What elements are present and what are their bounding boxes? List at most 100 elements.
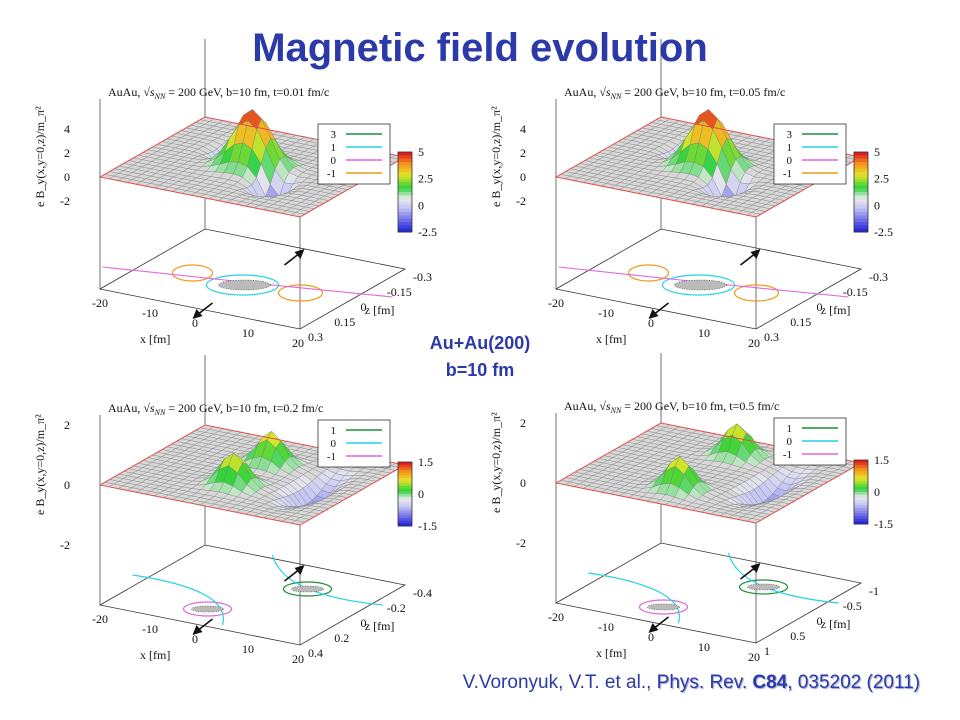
legend-label: 1 [787,142,793,154]
x-tick-label: 20 [748,336,760,350]
colorbar-cell [854,208,868,213]
colorbar-tick-label: 5 [418,145,424,159]
colorbar-tick-label: 1.5 [874,453,889,467]
z-tick-label: -0.2 [387,601,406,615]
z-axis-label: z [fm] [821,303,851,317]
surface-plot-t02: AuAu, √sNN = 200 GeV, b=10 fm, t=0.2 fm/… [33,355,468,670]
colorbar-cell [854,505,868,509]
x-axis-label: x [fm] [140,332,170,346]
colorbar-cell [854,489,868,493]
field-tick-label: 0 [520,476,526,490]
colorbar-cell [854,473,868,477]
citation-authors: V.Voronyuk, V.T. et al., [462,672,657,693]
colorbar-cell [854,508,868,512]
x-tick-label: -10 [598,620,614,634]
colorbar-tick-label: -1.5 [418,519,437,533]
surface-plot-t005: AuAu, √sNN = 200 GeV, b=10 fm, t=0.05 fm… [489,39,924,354]
colorbar-cell [398,155,412,160]
colorbar-cell [398,499,412,503]
colorbar-cell [398,520,412,524]
colorbar-tick-label: 0 [418,487,424,501]
colorbar-cell [854,215,868,220]
arrow-head [648,623,659,633]
x-tick-label: -20 [92,612,108,626]
x-tick-label: -10 [598,306,614,320]
z-tick-label: 0.3 [308,330,323,344]
citation-volume: C84 [752,672,788,693]
colorbar-cell [398,198,412,203]
colorbar-frame [853,151,869,233]
colorbar-cell [854,521,868,525]
base-contours [588,552,839,624]
z-tick-label: 0.15 [790,315,811,329]
x-tick-label: 0 [648,316,654,330]
colorbar-cell [398,185,412,190]
surface-plot-svg: AuAu, √sNN = 200 GeV, b=10 fm, t=0.5 fm/… [489,353,893,664]
base-plane [98,544,407,646]
colorbar-cell [854,212,868,216]
colorbar-cell [398,462,412,466]
z-tick-label: -1 [869,584,879,598]
legend-label: -1 [783,168,792,180]
legend-label: 0 [787,436,793,448]
collision-system: Au+Au(200) [429,333,531,353]
colorbar-cell [398,507,412,511]
colorbar-cell [398,192,412,196]
colorbar-cell [398,491,412,495]
field-tick-label: 0 [64,170,70,184]
colorbar-cell [854,205,868,210]
legend-label: -1 [783,449,792,461]
x-tick-label: 10 [698,640,710,654]
colorbar-frame [397,461,413,527]
field-axis-label: e B_y(x,y=0,z)/m_π² [33,414,47,515]
citation: V.Voronyuk, V.T. et al., Phys. Rev. C84,… [300,672,920,694]
x-tick-label: -20 [548,296,564,310]
colorbar-cell [854,175,868,180]
colorbar-cell [398,502,412,506]
colorbar-tick-label: 1.5 [418,455,433,469]
colorbar-cell [854,178,868,183]
motion-arrows [192,565,305,635]
z-tick-label: 0 [361,616,367,630]
colorbar-cell [398,510,412,514]
legend-label: 1 [331,425,337,437]
colorbar-cell [854,158,868,163]
nn-subscript: NN [610,92,622,101]
z-tick-label: -0.5 [843,599,862,613]
colorbar-cell [398,195,412,200]
colorbar-tick-label: -2.5 [874,225,893,239]
contour-line [727,552,839,604]
z-tick-label: 0 [817,300,823,314]
x-tick-label: 10 [242,326,254,340]
colorbar-cell [398,212,412,216]
colorbar-cell [398,486,412,490]
colorbar-cell [398,162,412,166]
colorbar-cell [854,497,868,501]
colorbar-cell [398,225,412,230]
colorbar-cell [854,152,868,156]
legend-label: -1 [327,451,336,463]
colorbar-cell [854,462,868,466]
contour-line [733,284,780,302]
colorbar-cell [854,468,868,472]
colorbar-cell [854,225,868,230]
colorbar-tick-label: 2.5 [418,172,433,186]
title-prefix: AuAu, [108,85,143,99]
contour-line [205,274,280,296]
colorbar-cell [854,484,868,488]
arrow-head [294,565,305,575]
colorbar-cell [398,478,412,482]
sqrt-s-symbol: √s [143,401,155,415]
field-tick-label: 4 [64,122,70,136]
arrow-head [750,563,761,573]
page-title: Magnetic field evolution [252,26,708,70]
colorbar-cell [398,470,412,474]
colorbar-cell [398,512,412,516]
colorbar-cell [854,510,868,514]
colorbar-tick-label: 0 [418,198,424,212]
contour-line [171,264,214,282]
colorbar-cell [398,158,412,163]
base-plane [554,228,863,330]
colorbar-cell [398,202,412,206]
colorbar-cell [398,483,412,487]
